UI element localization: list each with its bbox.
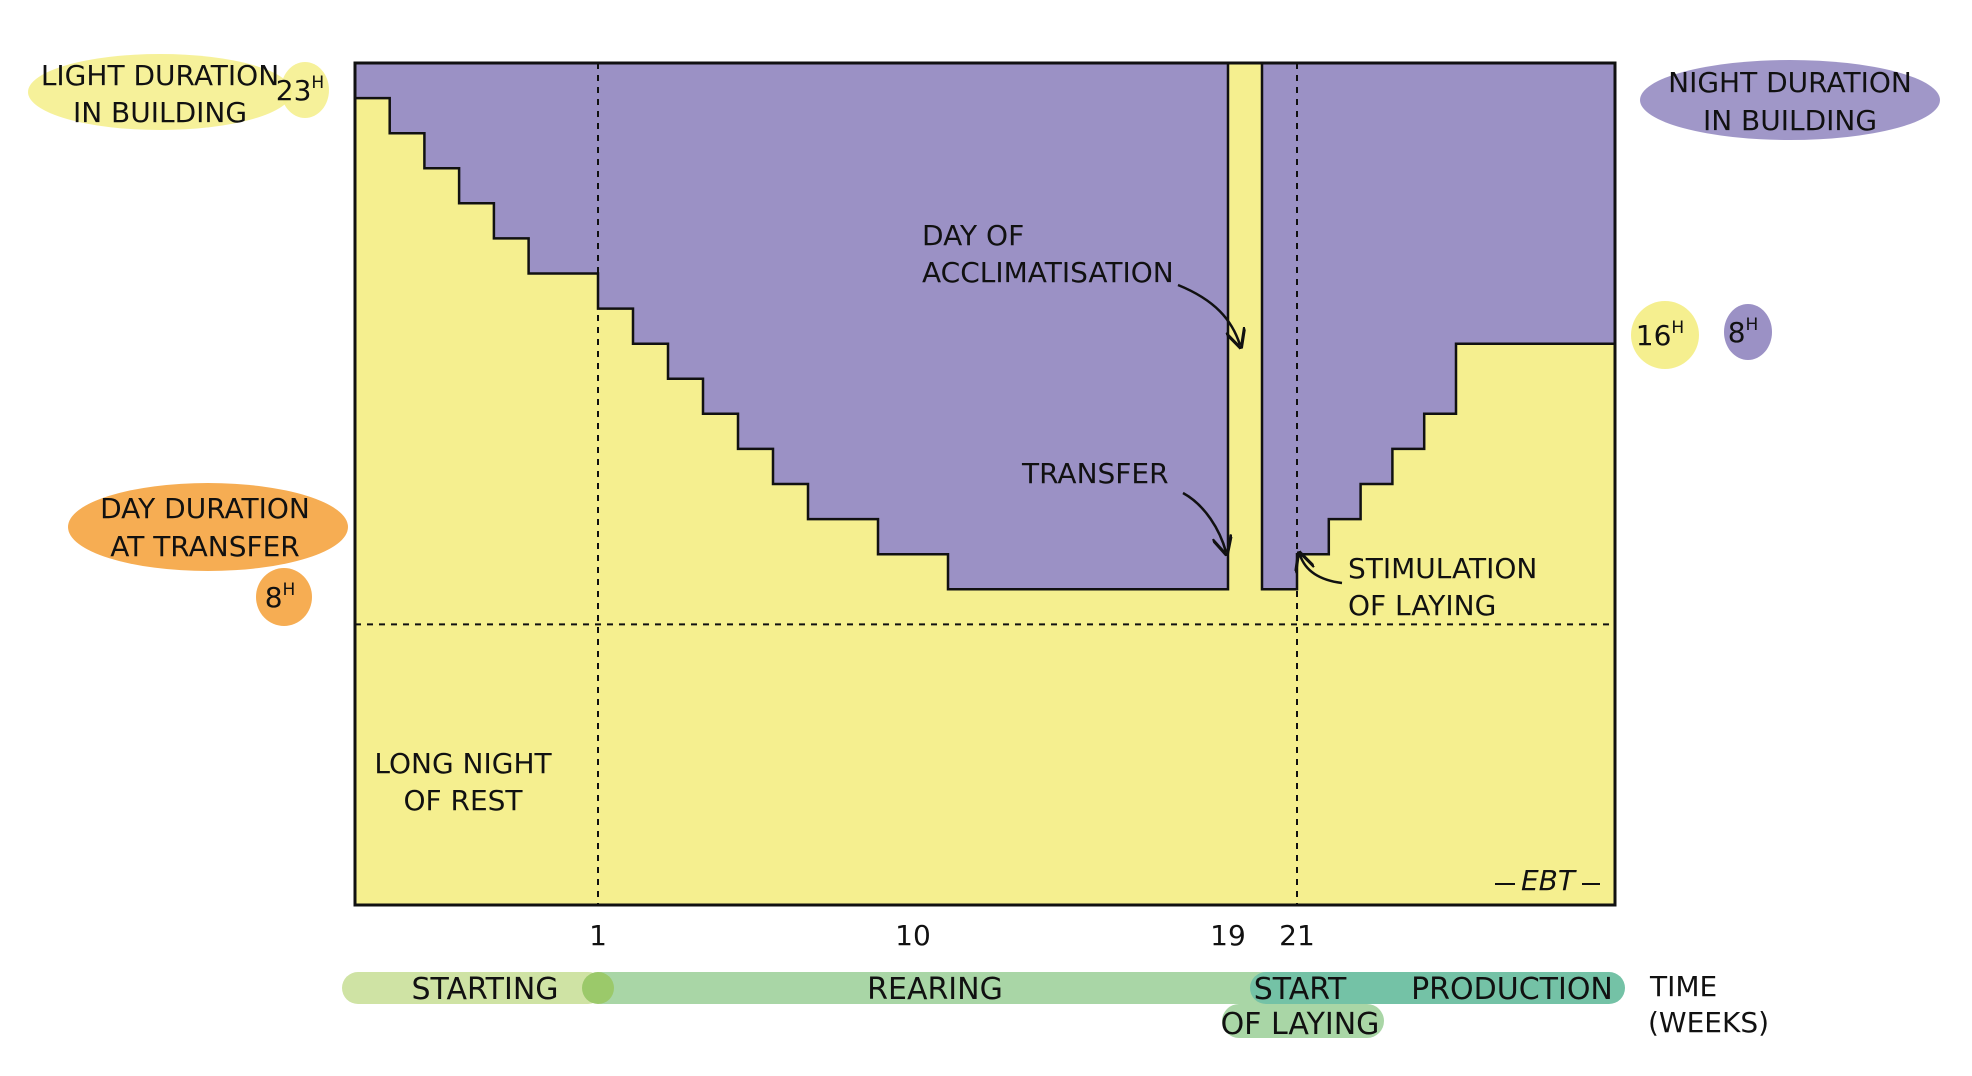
day-duration-label: DAY DURATION AT TRANSFER (68, 483, 348, 571)
svg-text:8H: 8H (1728, 315, 1759, 349)
x-axis-ticks: 1 10 19 21 (589, 919, 1315, 952)
light-end-value: 16 (1636, 319, 1672, 352)
svg-text:16H: 16H (1636, 318, 1684, 352)
stimulation-line-2: OF LAYING (1348, 589, 1496, 622)
stage-production: PRODUCTION (1411, 972, 1613, 1007)
acclimatisation-arrow (1177, 283, 1240, 345)
light-value: 23 (276, 74, 312, 107)
x-axis-label-line-1: TIME (1649, 970, 1717, 1003)
x-tick-10: 10 (895, 919, 931, 952)
stimulation-arrow (1300, 555, 1343, 585)
x-tick-1: 1 (589, 919, 607, 952)
long-night-line-2: OF REST (403, 784, 523, 817)
stage-starting: STARTING (411, 972, 558, 1007)
plot-frame (353, 61, 1617, 907)
night-duration-label: NIGHT DURATION IN BUILDING (1640, 60, 1940, 140)
night-end-badge: 8H (1724, 304, 1772, 360)
svg-text:23H: 23H (276, 73, 324, 107)
x-axis-label-line-2: (WEEKS) (1648, 1006, 1769, 1039)
transfer-arrow (1182, 491, 1226, 552)
day-duration-line-1: DAY DURATION (100, 492, 310, 525)
day-duration-line-2: AT TRANSFER (110, 530, 300, 563)
stage-start-line-2: OF LAYING (1221, 1007, 1380, 1042)
night-duration-line-1: NIGHT DURATION (1668, 66, 1912, 99)
stage-start-line-1: START (1254, 972, 1347, 1007)
light-duration-line-1: LIGHT DURATION (41, 59, 279, 92)
acclimatisation-line-1: DAY OF (922, 219, 1024, 252)
stimulation-line-1: STIMULATION (1348, 552, 1537, 585)
hour-unit: H (1671, 318, 1684, 338)
light-end-badge: 16H (1631, 301, 1699, 369)
day-value-badge: 8H (256, 568, 312, 626)
light-area (355, 63, 1615, 905)
light-value-badge: 23H (276, 62, 329, 118)
signature: EBT (1521, 864, 1577, 897)
rearing-stage-band (585, 972, 1285, 1004)
stage-rearing: REARING (867, 972, 1003, 1007)
hour-unit: H (283, 580, 296, 600)
night-duration-line-2: IN BUILDING (1703, 104, 1877, 137)
transfer-label: TRANSFER (1021, 457, 1169, 490)
start-of-laying-band (1222, 1004, 1384, 1038)
light-duration-label: LIGHT DURATION IN BUILDING (28, 54, 292, 130)
svg-text:8H: 8H (265, 580, 296, 614)
x-tick-21: 21 (1279, 919, 1315, 952)
production-stage-band (1250, 972, 1625, 1004)
acclimatisation-line-2: ACCLIMATISATION (922, 256, 1174, 289)
x-tick-19: 19 (1210, 919, 1246, 952)
day-value: 8 (265, 581, 283, 614)
starting-stage-band (342, 972, 604, 1004)
reference-lines (355, 63, 1615, 905)
light-duration-line-2: IN BUILDING (73, 96, 247, 129)
stage-transition-dot (582, 972, 614, 1004)
hour-unit: H (311, 73, 324, 93)
hour-unit: H (1746, 315, 1759, 335)
light-night-boundary (355, 61, 1615, 591)
long-night-line-1: LONG NIGHT (374, 747, 552, 780)
night-end-value: 8 (1728, 316, 1746, 349)
stage-bar: STARTING REARING START OF LAYING PRODUCT… (342, 972, 1625, 1042)
